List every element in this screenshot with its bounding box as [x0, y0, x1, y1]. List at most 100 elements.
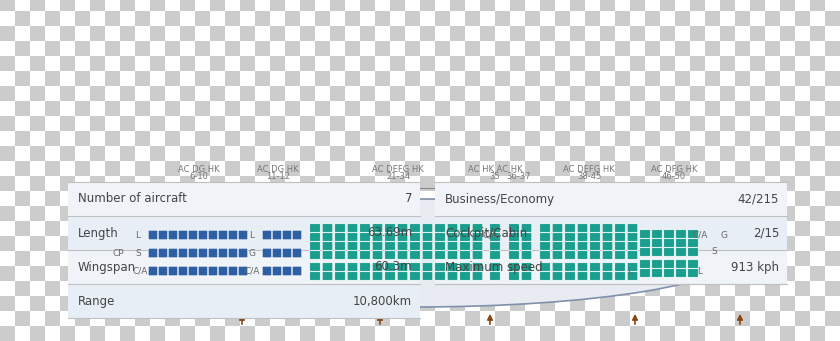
Bar: [180, 206, 195, 221]
Bar: [105, 11, 120, 26]
FancyBboxPatch shape: [521, 242, 532, 250]
Bar: [180, 161, 195, 176]
Bar: [330, 191, 345, 206]
Bar: [645, 146, 660, 161]
FancyBboxPatch shape: [178, 230, 188, 240]
Bar: [75, 161, 90, 176]
Bar: [300, 11, 315, 26]
Bar: [315, 266, 330, 281]
Bar: [210, 296, 225, 311]
Bar: [15, 41, 30, 56]
Bar: [225, 56, 240, 71]
Bar: [540, 26, 555, 41]
Bar: [630, 11, 645, 26]
Bar: [795, 86, 810, 101]
Bar: [105, 26, 120, 41]
FancyBboxPatch shape: [615, 263, 625, 271]
Bar: [645, 251, 660, 266]
FancyBboxPatch shape: [208, 248, 218, 258]
Bar: [45, 221, 60, 236]
FancyBboxPatch shape: [509, 263, 519, 271]
Bar: [195, 221, 210, 236]
Bar: [435, 236, 450, 251]
Text: Range: Range: [78, 295, 115, 308]
FancyBboxPatch shape: [360, 263, 370, 271]
Bar: [450, 116, 465, 131]
Bar: [660, 266, 675, 281]
Bar: [135, 236, 150, 251]
Bar: [540, 116, 555, 131]
Bar: [120, 236, 135, 251]
Bar: [690, 176, 705, 191]
FancyBboxPatch shape: [410, 251, 420, 259]
Bar: [345, 296, 360, 311]
Bar: [150, 311, 165, 326]
Bar: [435, 101, 450, 116]
Bar: [180, 56, 195, 71]
FancyBboxPatch shape: [372, 263, 383, 271]
Bar: [330, 266, 345, 281]
Bar: [45, 0, 60, 11]
Bar: [600, 176, 615, 191]
Bar: [555, 56, 570, 71]
Bar: [120, 26, 135, 41]
Bar: [255, 221, 270, 236]
Bar: [210, 281, 225, 296]
Bar: [390, 251, 405, 266]
Bar: [135, 326, 150, 341]
Bar: [420, 191, 435, 206]
FancyBboxPatch shape: [385, 263, 396, 271]
Bar: [630, 326, 645, 341]
Bar: [150, 296, 165, 311]
Bar: [330, 161, 345, 176]
Bar: [405, 131, 420, 146]
FancyBboxPatch shape: [640, 239, 650, 247]
Bar: [360, 71, 375, 86]
FancyBboxPatch shape: [521, 251, 532, 259]
Bar: [225, 176, 240, 191]
Bar: [240, 266, 255, 281]
Bar: [195, 251, 210, 266]
Bar: [450, 56, 465, 71]
Bar: [135, 146, 150, 161]
Bar: [720, 101, 735, 116]
Bar: [735, 56, 750, 71]
Text: C/A: C/A: [244, 267, 260, 276]
Bar: [825, 131, 840, 146]
FancyBboxPatch shape: [472, 263, 483, 271]
Bar: [435, 0, 450, 11]
FancyBboxPatch shape: [423, 263, 433, 271]
Bar: [390, 0, 405, 11]
FancyBboxPatch shape: [239, 230, 248, 240]
Bar: [45, 146, 60, 161]
FancyBboxPatch shape: [188, 266, 197, 276]
Bar: [735, 146, 750, 161]
Bar: [315, 146, 330, 161]
Bar: [390, 281, 405, 296]
Bar: [360, 86, 375, 101]
Bar: [105, 71, 120, 86]
Bar: [150, 191, 165, 206]
Bar: [555, 41, 570, 56]
Text: 7: 7: [405, 193, 412, 206]
Bar: [795, 146, 810, 161]
Bar: [135, 161, 150, 176]
Bar: [345, 176, 360, 191]
FancyBboxPatch shape: [360, 251, 370, 259]
FancyBboxPatch shape: [148, 230, 158, 240]
FancyBboxPatch shape: [272, 248, 281, 258]
Bar: [0, 206, 15, 221]
Bar: [135, 266, 150, 281]
Bar: [750, 11, 765, 26]
Bar: [690, 116, 705, 131]
Bar: [525, 101, 540, 116]
FancyBboxPatch shape: [564, 263, 575, 271]
Bar: [570, 101, 585, 116]
Bar: [240, 41, 255, 56]
Bar: [285, 56, 300, 71]
Bar: [300, 131, 315, 146]
Bar: [615, 101, 630, 116]
Bar: [540, 296, 555, 311]
Bar: [555, 296, 570, 311]
Bar: [270, 161, 285, 176]
